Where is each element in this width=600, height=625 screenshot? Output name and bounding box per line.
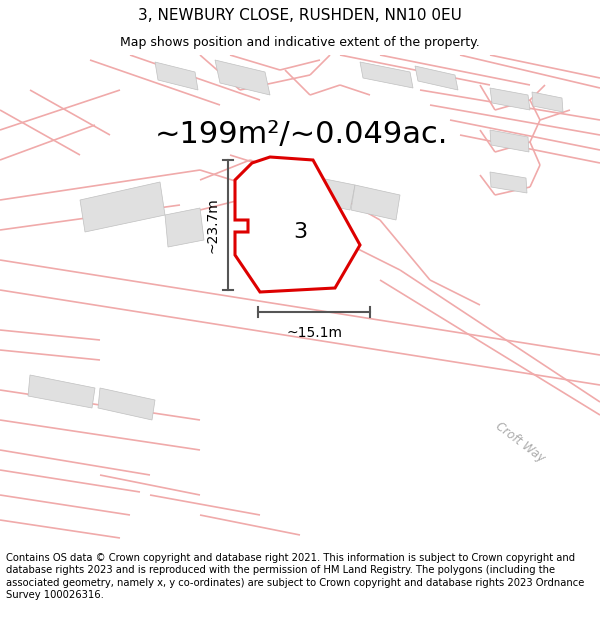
Polygon shape	[532, 92, 563, 112]
Polygon shape	[215, 60, 270, 95]
Polygon shape	[98, 388, 155, 420]
Text: Contains OS data © Crown copyright and database right 2021. This information is : Contains OS data © Crown copyright and d…	[6, 552, 584, 600]
Polygon shape	[80, 182, 165, 232]
Polygon shape	[360, 62, 413, 88]
Polygon shape	[275, 170, 355, 210]
Polygon shape	[165, 208, 204, 247]
Text: Map shows position and indicative extent of the property.: Map shows position and indicative extent…	[120, 36, 480, 49]
Text: ~199m²/~0.049ac.: ~199m²/~0.049ac.	[155, 121, 448, 149]
Polygon shape	[28, 375, 95, 408]
Text: 3: 3	[293, 222, 307, 242]
Polygon shape	[415, 66, 458, 90]
Polygon shape	[490, 130, 529, 152]
Text: 3, NEWBURY CLOSE, RUSHDEN, NN10 0EU: 3, NEWBURY CLOSE, RUSHDEN, NN10 0EU	[138, 8, 462, 23]
Polygon shape	[155, 62, 198, 90]
Polygon shape	[351, 185, 400, 220]
Polygon shape	[490, 88, 530, 110]
Polygon shape	[235, 157, 360, 292]
Text: ~23.7m: ~23.7m	[206, 197, 220, 253]
Text: Croft Way: Croft Way	[493, 419, 547, 464]
Polygon shape	[490, 172, 527, 193]
Text: ~15.1m: ~15.1m	[286, 326, 342, 340]
